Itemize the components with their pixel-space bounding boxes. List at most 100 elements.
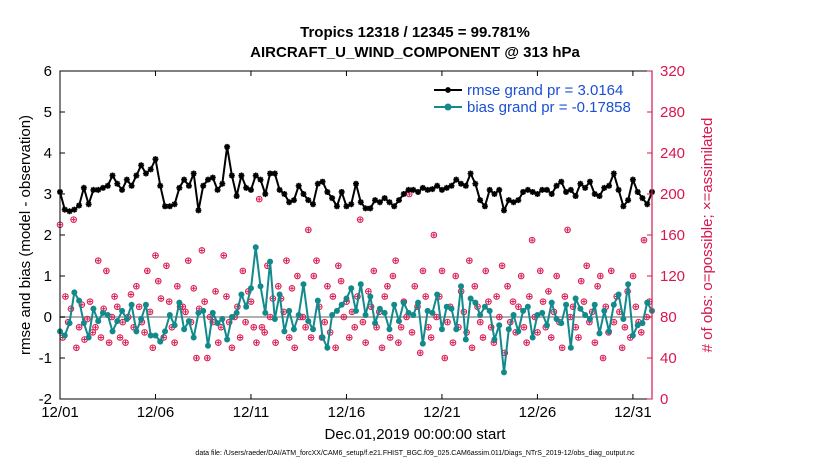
obs-assimilated-marker [107,340,112,345]
bias-point [333,307,340,314]
obs-assimilated-marker [486,299,491,304]
obs-assimilated-marker [191,286,196,291]
bias-point [123,316,130,323]
rmse-point [615,186,622,193]
rmse-point [109,172,116,179]
obs-possible-marker [471,282,479,290]
obs-possible-marker [591,339,599,346]
bias-point [357,281,364,288]
rmse-point [572,193,579,200]
bias-point [462,336,469,343]
bias-point [128,301,135,308]
obs-possible-marker [272,339,279,346]
legend-bias-marker [444,103,452,111]
bias-point [395,318,402,325]
rmse-point [104,182,111,189]
obs-assimilated-marker [390,274,395,278]
rmse-point [563,188,570,195]
obs-assimilated-marker [480,335,485,340]
bias-point [443,303,450,310]
obs-possible-marker [411,282,419,290]
obs-assimilated-marker [380,345,385,350]
obs-assimilated-marker [115,304,120,309]
rmse-point [76,202,83,209]
bias-point [80,320,87,327]
obs-possible-marker [381,293,389,300]
rmse-point [376,199,383,206]
bias-point [634,322,641,329]
obs-possible-marker [504,282,511,290]
obs-assimilated-marker [410,330,415,335]
obs-possible-marker [83,315,91,323]
rmse-point [601,184,608,191]
obs-possible-marker [190,285,198,292]
bias-point [181,326,188,333]
bias-point [90,305,97,312]
obs-assimilated-marker [134,284,139,289]
bias-point [166,311,173,318]
obs-possible-marker [335,262,342,270]
rmse-point [319,178,326,185]
rmse-point [228,172,235,179]
bias-point [586,316,593,323]
bias-point [572,295,579,302]
rmse-point [458,180,465,187]
rmse-point [429,186,436,193]
obs-assimilated-marker [150,345,155,350]
rmse-point [381,195,388,202]
obs-assimilated-marker [341,315,346,319]
obs-assimilated-marker [216,340,221,345]
obs-assimilated-marker [611,320,616,325]
obs-possible-marker [485,298,492,305]
rmse-point [181,176,188,183]
bias-point [372,320,379,327]
bias-point [310,326,317,333]
bias-point [147,332,154,339]
bias-point [238,291,245,298]
bias-point [343,295,350,302]
y2-axis-label: # of obs: o=possible; ×=assimilated [699,118,716,353]
obs-assimilated-marker [530,238,535,243]
obs-assimilated-marker [374,325,379,330]
obs-assimilated-marker [167,299,172,304]
obs-possible-marker [62,293,69,300]
bias-point [567,344,574,351]
obs-assimilated-marker [287,335,292,340]
bias-point [582,311,589,318]
obs-possible-marker [198,247,206,254]
obs-possible-marker [479,334,487,341]
rmse-line [59,146,653,214]
obs-possible-marker [275,282,282,290]
obs-possible-marker [302,323,309,331]
bias-point [85,334,92,341]
obs-possible-marker [496,313,503,321]
obs-possible-marker [253,339,260,346]
bias-point [114,318,121,325]
obs-assimilated-marker [325,284,330,289]
obs-assimilated-marker [186,258,191,263]
bias-point [543,322,550,329]
obs-assimilated-marker [148,309,153,314]
rmse-point [620,203,627,210]
rmse-point [290,197,297,204]
obs-possible-marker [135,303,143,311]
bias-point [553,316,560,323]
bias-point [190,334,197,341]
bias-point [267,258,274,265]
obs-assimilated-marker [74,345,79,350]
obs-assimilated-marker [617,309,622,314]
obs-assimilated-marker [333,345,338,350]
obs-assimilated-marker [562,294,567,299]
obs-possible-marker [310,272,318,280]
obs-possible-marker [307,334,315,341]
obs-assimilated-marker [497,315,502,319]
obs-possible-marker [288,285,296,292]
obs-assimilated-marker [85,317,90,322]
rmse-point [467,170,474,177]
bias-point [410,311,417,318]
bias-point [501,369,507,376]
rmse-point [639,195,646,202]
obs-possible-marker [476,318,484,326]
bias-point [434,291,441,298]
rmse-point [90,186,97,193]
